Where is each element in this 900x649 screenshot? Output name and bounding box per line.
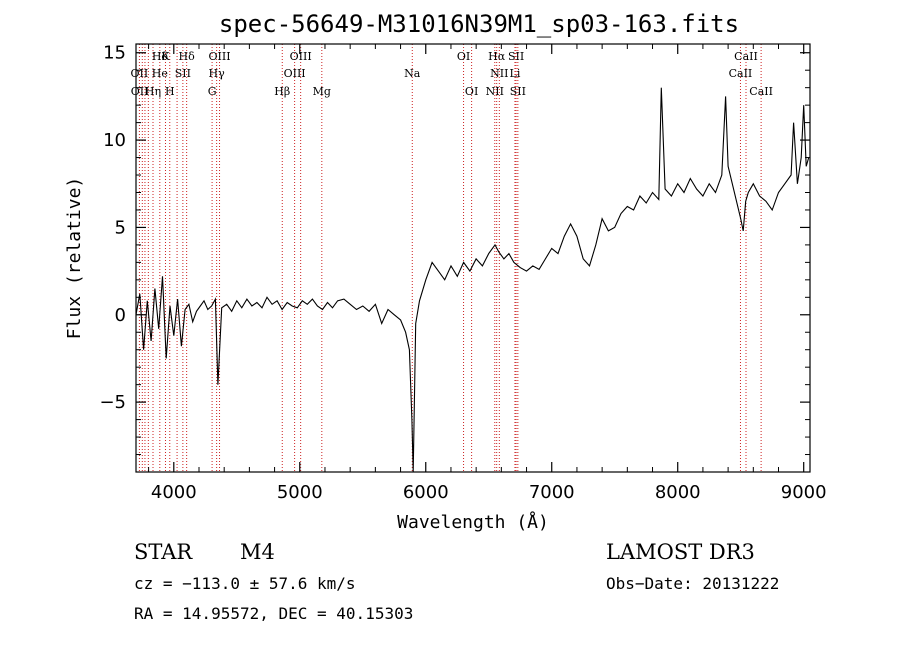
plot-frame <box>135 43 811 473</box>
spectrum-series <box>135 87 810 473</box>
survey-name: LAMOST DR3 <box>606 540 755 564</box>
y-tick-label: 0 <box>115 305 126 326</box>
x-tick-label: 5000 <box>277 482 323 503</box>
line-label: K <box>161 50 170 63</box>
x-tick-label: 7000 <box>529 482 575 503</box>
line-label: He <box>152 67 168 80</box>
line-label: OI <box>465 85 478 98</box>
line-label: Hγ <box>209 67 226 80</box>
line-label: NII <box>490 67 508 80</box>
x-axis-ticks: 4000 5000 6000 7000 8000 9000 <box>148 44 827 503</box>
coordinates: RA = 14.95572, DEC = 40.15303 <box>134 604 413 623</box>
y-tick-label: −5 <box>99 392 126 413</box>
y-axis-label: Flux (relative) <box>64 177 85 340</box>
line-label: Li <box>510 67 521 80</box>
y-tick-label: 10 <box>103 130 126 151</box>
object-subclass: M4 <box>240 540 275 564</box>
line-label: OIII <box>290 50 312 63</box>
line-label: OI <box>457 50 470 63</box>
line-label: Hδ <box>179 50 196 63</box>
line-label: G <box>208 85 217 98</box>
emission-line-markers <box>138 44 762 472</box>
y-axis-ticks: −5 0 5 10 15 <box>99 43 810 456</box>
x-axis-label: Wavelength (Å) <box>397 511 549 533</box>
line-label: OII <box>131 85 149 98</box>
line-label: SII <box>508 50 524 63</box>
redshift-velocity: cz = −113.0 ± 57.6 km/s <box>134 574 356 593</box>
line-label: Hη <box>145 85 161 98</box>
x-tick-label: 9000 <box>781 482 827 503</box>
x-tick-label: 4000 <box>151 482 197 503</box>
line-label: Hβ <box>274 85 290 98</box>
line-label: CaII <box>749 85 773 98</box>
line-label: CaII <box>734 50 758 63</box>
line-label: Na <box>404 67 421 80</box>
line-label: SII <box>510 85 526 98</box>
line-label: OIII <box>284 67 306 80</box>
line-label: CaII <box>729 67 753 80</box>
line-label: OII <box>131 67 149 80</box>
x-tick-label: 6000 <box>403 482 449 503</box>
y-tick-label: 15 <box>103 43 126 64</box>
y-tick-label: 5 <box>115 217 126 238</box>
chart-title: spec-56649-M31016N39M1_sp03-163.fits <box>219 10 739 38</box>
object-class: STAR <box>134 540 193 564</box>
line-label: SII <box>175 67 191 80</box>
line-label: NII <box>486 85 504 98</box>
x-tick-label: 8000 <box>655 482 701 503</box>
line-label: H <box>165 85 175 98</box>
line-label: Hδ <box>152 50 169 63</box>
line-label: Hα <box>488 50 506 63</box>
line-label: Mg <box>313 85 331 98</box>
observation-date: Obs−Date: 20131222 <box>606 574 779 593</box>
line-label: OIII <box>208 50 230 63</box>
